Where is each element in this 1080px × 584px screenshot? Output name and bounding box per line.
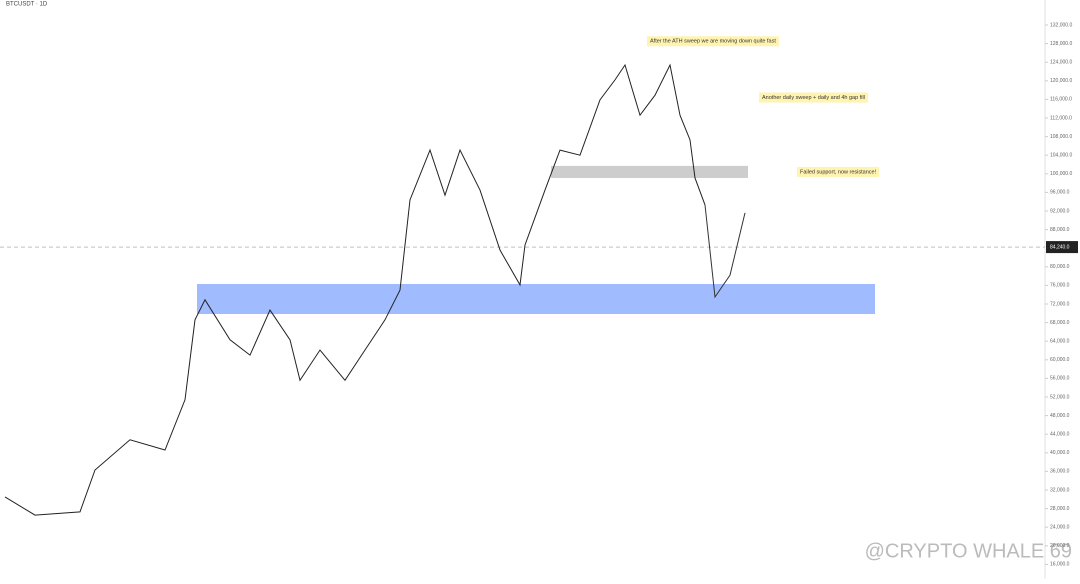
y-tick-label: 44,000.0	[1050, 432, 1070, 438]
y-tick-label: 80,000.0	[1050, 264, 1070, 270]
y-tick-label: 132,000.0	[1050, 22, 1072, 28]
annotation-box	[759, 92, 868, 103]
annotation: Failed support, now resistance!	[800, 169, 877, 175]
y-tick-label: 116,000.0	[1050, 97, 1072, 103]
watermark: @CRYPTO WHALE 69	[865, 540, 1072, 562]
y-tick-label: 56,000.0	[1050, 376, 1070, 382]
annotation: After the ATH sweep we are moving down q…	[650, 39, 776, 45]
current-price-label: 84,240.0	[1050, 244, 1070, 250]
y-tick-label: 40,000.0	[1050, 450, 1070, 456]
y-tick-label: 88,000.0	[1050, 227, 1070, 233]
y-tick-label: 112,000.0	[1050, 115, 1072, 121]
y-tick-label: 96,000.0	[1050, 190, 1070, 196]
annotation: Another daily sweep + daily and 4h gap f…	[762, 95, 865, 101]
y-tick-label: 92,000.0	[1050, 208, 1070, 214]
y-tick-label: 48,000.0	[1050, 413, 1070, 419]
price-line	[4, 63, 706, 516]
annotation-box	[797, 166, 880, 177]
y-tick-label: 32,000.0	[1050, 487, 1070, 493]
y-tick-label: 36,000.0	[1050, 469, 1070, 475]
annotation-box	[647, 36, 779, 47]
y-tick-label: 52,000.0	[1050, 394, 1070, 400]
y-tick-label: 60,000.0	[1050, 357, 1070, 363]
y-tick-label: 20,000.0	[1050, 543, 1070, 549]
y-tick-label: 104,000.0	[1050, 153, 1072, 159]
y-tick-label: 100,000.0	[1050, 171, 1072, 177]
y-tick-label: 124,000.0	[1050, 60, 1072, 66]
y-tick-label: 108,000.0	[1050, 134, 1072, 140]
zone	[197, 284, 875, 314]
y-tick-label: 24,000.0	[1050, 525, 1070, 531]
y-tick-label: 28,000.0	[1050, 506, 1070, 512]
y-tick-label: 68,000.0	[1050, 320, 1070, 326]
y-tick-label: 76,000.0	[1050, 283, 1070, 289]
y-tick-label: 16,000.0	[1050, 562, 1070, 568]
zone	[551, 165, 748, 178]
symbol: BTCUSDT · 1D	[6, 2, 48, 8]
y-tick-label: 120,000.0	[1050, 78, 1072, 84]
y-tick-label: 72,000.0	[1050, 301, 1070, 307]
current-price-box	[1046, 241, 1078, 254]
y-tick-label: 128,000.0	[1050, 41, 1072, 47]
projection-line	[704, 204, 746, 299]
y-tick-label: 64,000.0	[1050, 339, 1070, 345]
